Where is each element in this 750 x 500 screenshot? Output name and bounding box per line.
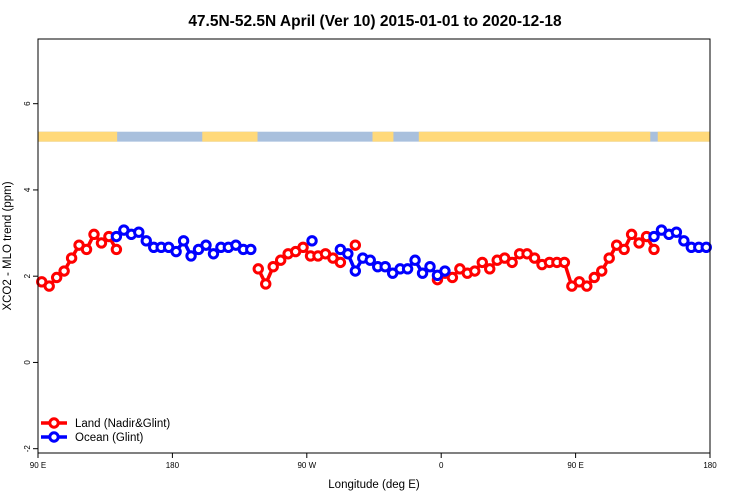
series-1-point-3-7	[700, 241, 712, 253]
series-1-point-0-18	[245, 243, 257, 256]
x-tick-label-5: 180	[703, 461, 717, 470]
series-1-point-0-8	[170, 245, 182, 258]
series-1-point-2-6	[379, 261, 391, 273]
series-0-point-0-8	[95, 237, 108, 249]
series-1-point-3-3	[670, 226, 683, 238]
x-axis: 90 E 180 90 W 0 90 E 180	[30, 453, 717, 470]
series-1-point-2-10	[409, 254, 421, 266]
series-0-point-3-23	[603, 252, 615, 264]
series-group	[36, 224, 712, 292]
strip-land-segment-4	[657, 131, 710, 142]
series-1-point-0-9	[177, 235, 190, 247]
series-0-point-1-6	[297, 241, 309, 253]
series-0-point-3-20	[581, 280, 593, 292]
y-tick-label-3: 4	[23, 187, 32, 192]
legend-land-swatch-marker	[48, 417, 60, 429]
legend: Land (Nadir&Glint) Ocean (Glint)	[41, 417, 170, 444]
series-1-point-2-4	[364, 254, 376, 266]
series-0-point-0-1	[43, 280, 55, 292]
legend-ocean-swatch-marker	[48, 431, 60, 443]
x-tick-label-4: 90 E	[567, 461, 583, 470]
series-0-point-3-2	[446, 271, 459, 284]
series-0-point-3-17	[558, 256, 571, 269]
x-axis-label: Longitude (deg E)	[328, 479, 420, 491]
chart-title: 47.5N-52.5N April (Ver 10) 2015-01-01 to…	[188, 13, 562, 30]
series-0-point-1-2	[267, 261, 279, 273]
series-0-point-2-0	[349, 239, 362, 251]
strip-land-segment-2	[372, 131, 394, 142]
series-1-point-0-12	[200, 239, 212, 251]
series-0-point-3-29	[648, 243, 660, 256]
series-1-point-2-1	[342, 248, 354, 260]
series-1-point-2-9	[401, 263, 414, 275]
y-axis: -2 0 2 4 6	[23, 101, 38, 452]
series-1-point-2-2	[349, 265, 362, 277]
series-1-point-0-0	[110, 230, 123, 243]
series-1-point-3-0	[648, 230, 660, 243]
series-0-point-0-3	[58, 265, 70, 277]
series-0-point-1-0	[252, 263, 264, 275]
series-1-point-1-0	[306, 235, 318, 247]
series-1-point-0-13	[207, 248, 220, 260]
strip-land-segment-0	[38, 131, 118, 142]
series-1-point-0-3	[133, 226, 145, 238]
land-sea-strip	[38, 131, 710, 142]
strip-land-segment-3	[418, 131, 651, 142]
series-0-point-0-6	[80, 243, 93, 256]
series-0-point-0-4	[65, 252, 78, 264]
series-0-point-3-13	[528, 252, 541, 264]
series-1-point-2-12	[424, 261, 436, 273]
series-0-point-3-26	[625, 228, 638, 241]
x-tick-label-3: 0	[439, 461, 444, 470]
y-tick-label-4: 6	[23, 101, 32, 106]
series-0-point-3-22	[596, 265, 608, 277]
y-tick-label-1: 0	[23, 360, 32, 365]
series-1-point-2-14	[439, 265, 451, 277]
series-0-point-0-7	[88, 228, 100, 241]
series-0-point-0-2	[50, 271, 63, 284]
series-0-point-3-6	[476, 256, 488, 269]
series-1-point-2-11	[416, 267, 429, 279]
x-tick-label-1: 180	[166, 461, 180, 470]
x-tick-label-0: 90 E	[30, 461, 46, 470]
series-0-point-1-3	[274, 254, 287, 266]
y-tick-label-0: -2	[23, 445, 32, 453]
strip-land-segment-1	[202, 131, 258, 142]
legend-land-label: Land (Nadir&Glint)	[75, 418, 170, 430]
y-axis-label: XCO2 - MLO trend (ppm)	[2, 181, 14, 310]
x-tick-label-2: 90 W	[297, 461, 316, 470]
plot-frame	[37, 38, 711, 454]
series-0-point-3-5	[469, 265, 481, 277]
series-1-point-3-4	[678, 235, 690, 247]
legend-ocean-label: Ocean (Glint)	[75, 432, 144, 444]
series-1-point-0-10	[185, 250, 197, 262]
series-0-point-1-1	[260, 278, 272, 290]
series-1-point-0-4	[140, 235, 152, 247]
series-0-point-3-21	[588, 271, 600, 284]
series-0-point-3-27	[633, 237, 645, 249]
series-0-point-3-7	[484, 263, 496, 275]
y-tick-label-2: 2	[23, 273, 32, 278]
series-0-point-1-11	[334, 256, 347, 269]
series-0-point-3-25	[618, 243, 630, 256]
series-0-point-0-10	[110, 243, 123, 256]
series-0-point-3-10	[506, 256, 518, 269]
